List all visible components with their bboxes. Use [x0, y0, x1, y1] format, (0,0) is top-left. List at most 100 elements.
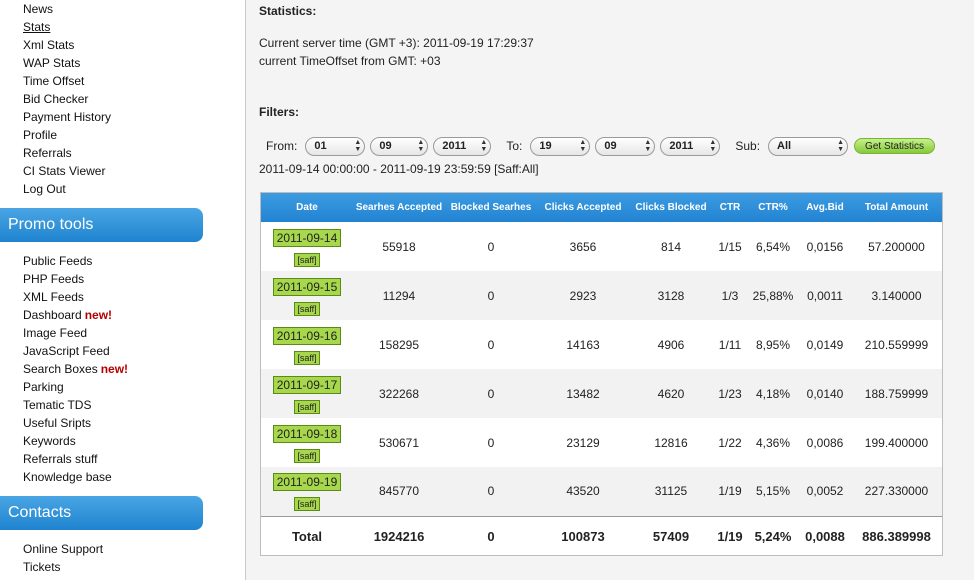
column-header-date: Date: [296, 202, 318, 213]
cell-clicks-accepted: 13482: [566, 386, 600, 401]
sidebar-link-payment-history[interactable]: Payment History: [23, 110, 112, 124]
sub-link[interactable]: [saff]: [294, 399, 320, 414]
sub-link[interactable]: [saff]: [294, 350, 320, 365]
date-cell: 2011-09-19 [saff]: [261, 467, 353, 516]
updown-arrows-icon: ▲ ▼: [709, 138, 717, 153]
date-link[interactable]: 2011-09-14: [272, 228, 342, 247]
sidebar-link-news[interactable]: News: [23, 2, 54, 16]
promo-nav: Public Feeds PHP Feeds XML Feeds Dashboard n…: [0, 252, 128, 486]
total-clicks-accepted: 100873: [561, 528, 605, 544]
sidebar-item-search-boxes: Search Boxes new!: [23, 360, 128, 378]
sidebar-link-profile[interactable]: Profile: [23, 128, 58, 142]
sidebar-link-xml-feeds[interactable]: XML Feeds: [23, 290, 84, 304]
cell-ctr-pct: 25,88%: [752, 288, 794, 303]
sidebar-link-tickets[interactable]: Tickets: [23, 560, 61, 574]
sidebar-link-bid-checker[interactable]: Bid Checker: [23, 92, 89, 106]
sidebar-item-profile: Profile: [23, 126, 111, 144]
date-link[interactable]: 2011-09-18: [272, 424, 342, 443]
total-ctr: 1/19: [717, 528, 743, 544]
sidebar-item-payment-history: Payment History: [23, 108, 111, 126]
sidebar-link-javascript-feed[interactable]: JavaScript Feed: [23, 344, 110, 358]
cell-searches-accepted: 322268: [378, 386, 420, 401]
to-month-select[interactable]: 09 ▲ ▼: [595, 136, 656, 156]
sidebar-link-dashboard[interactable]: Dashboard: [23, 308, 82, 322]
cell-avg-bid: 0,0140: [806, 386, 844, 401]
sidebar-item-image-feed: Image Feed: [23, 324, 128, 342]
promo-tools-header: Promo tools: [0, 208, 203, 242]
to-label: To:: [506, 139, 523, 153]
sub-select[interactable]: All ▲ ▼: [768, 136, 849, 156]
sub-link[interactable]: [saff]: [294, 301, 320, 316]
date-cell: 2011-09-17 [saff]: [261, 369, 353, 418]
sidebar-link-public-feeds[interactable]: Public Feeds: [23, 254, 93, 268]
sidebar-link-image-feed[interactable]: Image Feed: [23, 326, 88, 340]
main-content: Statistics: Current server time (GMT +3)…: [246, 0, 974, 580]
from-day-select[interactable]: 01 ▲ ▼: [305, 136, 366, 156]
from-year-select[interactable]: 2011 ▲ ▼: [433, 136, 492, 156]
sidebar-link-referrals-stuff[interactable]: Referrals stuff: [23, 452, 98, 466]
sidebar-link-online-support[interactable]: Online Support: [23, 542, 104, 556]
sidebar-link-php-feeds[interactable]: PHP Feeds: [23, 272, 85, 286]
cell-avg-bid: 0,0156: [806, 239, 844, 254]
sidebar-item-xml-stats: Xml Stats: [23, 36, 111, 54]
sidebar-link-parking[interactable]: Parking: [23, 380, 64, 394]
sidebar-link-knowledge-base[interactable]: Knowledge base: [23, 470, 112, 484]
sidebar-link-keywords[interactable]: Keywords: [23, 434, 76, 448]
sidebar-link-time-offset[interactable]: Time Offset: [23, 74, 85, 88]
cell-clicks-accepted: 2923: [569, 288, 597, 303]
cell-total: 210.559999: [864, 337, 929, 352]
sidebar-link-log-out[interactable]: Log Out: [23, 182, 66, 196]
total-ctr-percent: 5,24%: [754, 528, 792, 544]
sub-link[interactable]: [saff]: [294, 497, 320, 512]
cell-total: 188.759999: [864, 386, 929, 401]
cell-ctr: 1/22: [718, 435, 742, 450]
sidebar-link-referrals[interactable]: Referrals: [23, 146, 72, 160]
from-month-value: 09: [379, 140, 392, 152]
sidebar-link-search-boxes[interactable]: Search Boxes: [23, 362, 98, 376]
date-link[interactable]: 2011-09-15: [272, 277, 342, 296]
cell-clicks-accepted: 43520: [566, 484, 600, 499]
to-year-value: 2011: [669, 140, 694, 152]
column-header-avg-bid: Avg.Bid: [806, 202, 844, 213]
sidebar-link-xml-stats[interactable]: Xml Stats: [23, 38, 75, 52]
time-offset-text: current TimeOffset from GMT: +03: [259, 54, 441, 68]
sidebar-link-wap-stats[interactable]: WAP Stats: [23, 56, 81, 70]
to-day-select[interactable]: 19 ▲ ▼: [530, 136, 591, 156]
cell-ctr-pct: 6,54%: [755, 239, 791, 254]
cell-ctr-pct: 8,95%: [755, 337, 791, 352]
cell-searches-accepted: 845770: [378, 484, 420, 499]
cell-clicks-blocked: 814: [660, 239, 682, 254]
from-month-select[interactable]: 09 ▲ ▼: [370, 136, 429, 156]
cell-ctr: 1/23: [718, 386, 742, 401]
table-header-row: Date Searhes Accepted Blocked Searhes Click…: [261, 193, 942, 222]
cell-searches-accepted: 55918: [382, 239, 416, 254]
sub-link[interactable]: [saff]: [294, 252, 320, 267]
cell-clicks-accepted: 14163: [566, 337, 600, 352]
sidebar-item-knowledge-base: Knowledge base: [23, 468, 128, 486]
cell-clicks-blocked: 4906: [657, 337, 685, 352]
cell-blocked-searches: 0: [487, 435, 495, 450]
sidebar-link-tematic-tds[interactable]: Tematic TDS: [23, 398, 92, 412]
cell-ctr-pct: 4,36%: [755, 435, 791, 450]
sidebar-item-xml-feeds: XML Feeds: [23, 288, 128, 306]
sidebar: News Stats Xml Stats WAP Stats Time Offset Bi…: [0, 0, 246, 580]
column-header-blocked-searhes: Blocked Searhes: [450, 202, 532, 213]
column-header-clicks-blocked: Clicks Blocked: [635, 202, 707, 213]
date-link[interactable]: 2011-09-17: [272, 375, 342, 394]
sidebar-link-useful-sripts[interactable]: Useful Sripts: [23, 416, 92, 430]
column-header-total-amount: Total Amount: [864, 202, 929, 213]
new-badge: new!: [100, 362, 129, 376]
to-year-select[interactable]: 2011 ▲ ▼: [660, 136, 721, 156]
table-row: 2011-09-18 [saff] 530671 0 23129 12816 1/22 4,3…: [261, 418, 942, 467]
cell-searches-accepted: 530671: [378, 435, 420, 450]
sub-link[interactable]: [saff]: [294, 448, 320, 463]
column-header-clicks-accepted: Clicks Accepted: [544, 202, 622, 213]
get-statistics-button[interactable]: Get Statistics: [854, 138, 935, 154]
sidebar-link-ci-stats-viewer[interactable]: CI Stats Viewer: [23, 164, 106, 178]
filters-title: Filters:: [259, 105, 300, 119]
cell-ctr: 1/15: [718, 239, 742, 254]
sidebar-item-time-offset: Time Offset: [23, 72, 111, 90]
date-link[interactable]: 2011-09-19: [272, 473, 342, 492]
date-link[interactable]: 2011-09-16: [272, 326, 342, 345]
sidebar-link-stats[interactable]: Stats: [23, 20, 51, 34]
